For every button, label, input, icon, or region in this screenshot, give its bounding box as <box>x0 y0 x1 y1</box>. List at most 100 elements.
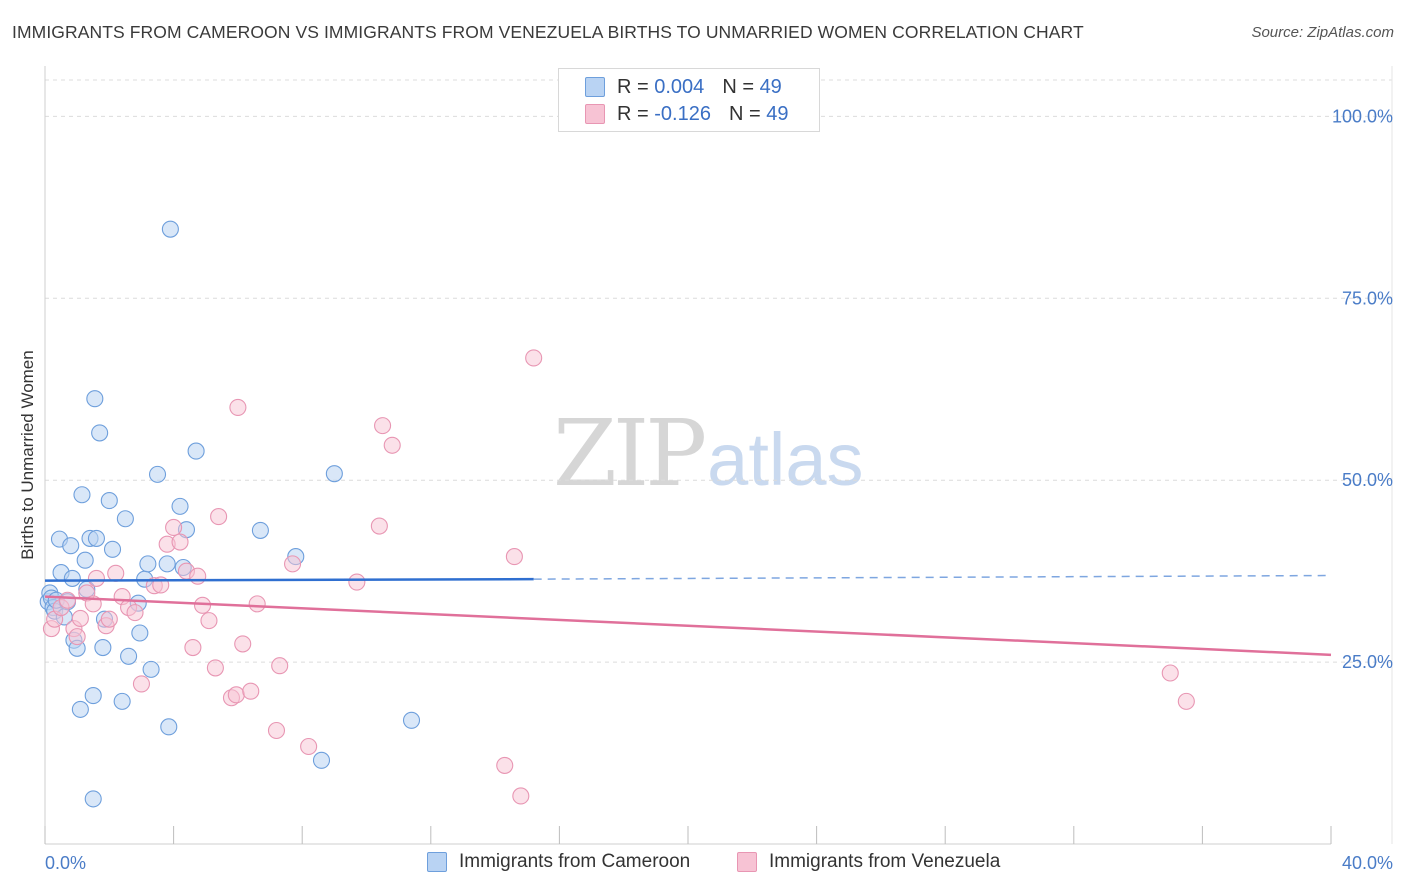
legend-n-label: N = <box>728 102 761 125</box>
legend-swatch-venezuela <box>585 104 605 124</box>
bottom-legend-cameroon: Immigrants from Cameroon <box>427 851 690 873</box>
venezuela-point <box>165 518 183 537</box>
cameroon-point <box>139 555 157 573</box>
cameroon-point <box>103 540 122 558</box>
venezuela-point <box>242 682 260 700</box>
venezuela-point <box>71 609 89 627</box>
venezuela-point <box>227 686 245 704</box>
cameroon-point <box>116 510 134 528</box>
cameroon-point <box>84 687 102 705</box>
venezuela-point <box>525 349 543 367</box>
venezuela-point <box>234 635 252 653</box>
cameroon-point <box>63 569 81 587</box>
bottom-legend-venezuela: Immigrants from Venezuela <box>737 851 1000 873</box>
x-tick-label: 0.0% <box>45 853 86 873</box>
venezuela-point <box>206 659 224 677</box>
legend-n-value-venezuela: 49 <box>766 102 789 125</box>
venezuela-point <box>383 436 401 454</box>
axes <box>44 66 1332 845</box>
legend-row-venezuela: R = -0.126 N = 49 <box>585 102 788 126</box>
tick-labels: 25.0% 50.0% 75.0% 100.0% 0.0% 40.0% <box>45 106 1393 873</box>
cameroon-point <box>113 692 131 710</box>
cameroon-point <box>161 220 179 238</box>
venezuela-point <box>184 638 202 657</box>
venezuela-point <box>348 573 366 591</box>
cameroon-point <box>160 718 178 736</box>
watermark-zip: ZIP <box>553 400 707 507</box>
trend-line-venezuela <box>44 595 1332 657</box>
x-tick-label: 40.0% <box>1342 853 1393 873</box>
y-tick-label: 25.0% <box>1342 652 1393 672</box>
series-venezuela-points <box>42 349 1195 805</box>
venezuela-point <box>1161 664 1179 682</box>
venezuela-point <box>300 737 318 756</box>
venezuela-point <box>1177 692 1195 710</box>
legend-r-label: R = <box>617 75 649 98</box>
venezuela-point <box>132 675 150 693</box>
correlation-legend: R = 0.004 N = 49 R = -0.126 N = 49 <box>558 68 820 132</box>
venezuela-point <box>193 596 212 614</box>
legend-n-label: N = <box>722 75 754 98</box>
cameroon-point <box>84 790 102 808</box>
venezuela-point <box>189 567 207 585</box>
y-tick-label: 100.0% <box>1332 106 1393 126</box>
venezuela-point <box>107 564 125 582</box>
venezuela-point <box>512 787 530 805</box>
cameroon-point <box>187 442 205 460</box>
cameroon-point <box>251 521 269 539</box>
venezuela-point <box>284 555 302 573</box>
y-axis-label: Births to Unmarried Women <box>18 350 37 559</box>
venezuela-point <box>210 508 228 526</box>
cameroon-point <box>86 390 104 408</box>
cameroon-point <box>131 624 149 642</box>
cameroon-point <box>325 465 343 483</box>
cameroon-point <box>148 465 167 483</box>
venezuela-point <box>126 604 144 622</box>
cameroon-point <box>73 486 91 504</box>
bottom-legend-swatch-venezuela <box>737 852 757 872</box>
legend-swatch-cameroon <box>585 77 605 97</box>
trend-lines <box>44 574 1332 657</box>
cameroon-point <box>71 700 89 718</box>
venezuela-point <box>496 756 514 774</box>
legend-r-label: R = <box>617 102 649 125</box>
trend-line-cameroon-extension <box>533 574 1332 580</box>
venezuela-point <box>248 595 266 613</box>
cameroon-point <box>87 529 105 547</box>
source-label: Source: ZipAtlas.com <box>1251 24 1394 41</box>
chart-title: IMMIGRANTS FROM CAMEROON VS IMMIGRANTS F… <box>12 22 1084 42</box>
series-cameroon-points <box>39 220 421 808</box>
legend-r-value-venezuela: -0.126 <box>654 102 711 125</box>
bottom-legend-swatch-cameroon <box>427 852 447 872</box>
cameroon-point <box>94 638 112 657</box>
venezuela-point <box>68 628 86 646</box>
watermark-atlas: atlas <box>707 418 864 501</box>
cameroon-point <box>312 751 331 769</box>
venezuela-point <box>171 533 189 551</box>
gridlines <box>45 66 1393 844</box>
venezuela-point <box>100 610 118 628</box>
legend-row-cameroon: R = 0.004 N = 49 <box>585 75 782 99</box>
cameroon-point <box>76 551 94 569</box>
venezuela-point <box>370 517 388 535</box>
cameroon-point <box>91 424 109 442</box>
cameroon-point <box>142 660 160 678</box>
legend-n-value-cameroon: 49 <box>759 75 782 98</box>
bottom-legend-label-cameroon: Immigrants from Cameroon <box>459 851 691 872</box>
cameroon-point <box>158 555 176 573</box>
y-tick-label: 75.0% <box>1342 288 1393 308</box>
venezuela-point <box>87 569 105 587</box>
cameroon-point <box>402 711 421 729</box>
cameroon-point <box>62 537 80 555</box>
cameroon-point <box>100 492 118 510</box>
venezuela-point <box>271 657 289 675</box>
venezuela-point <box>200 612 218 630</box>
legend-r-value-cameroon: 0.004 <box>654 75 705 98</box>
venezuela-point <box>374 417 392 435</box>
cameroon-point <box>120 647 138 665</box>
cameroon-point <box>171 497 189 515</box>
y-tick-label: 50.0% <box>1342 470 1393 490</box>
watermark: ZIPatlas <box>553 400 863 507</box>
venezuela-point <box>58 591 77 609</box>
